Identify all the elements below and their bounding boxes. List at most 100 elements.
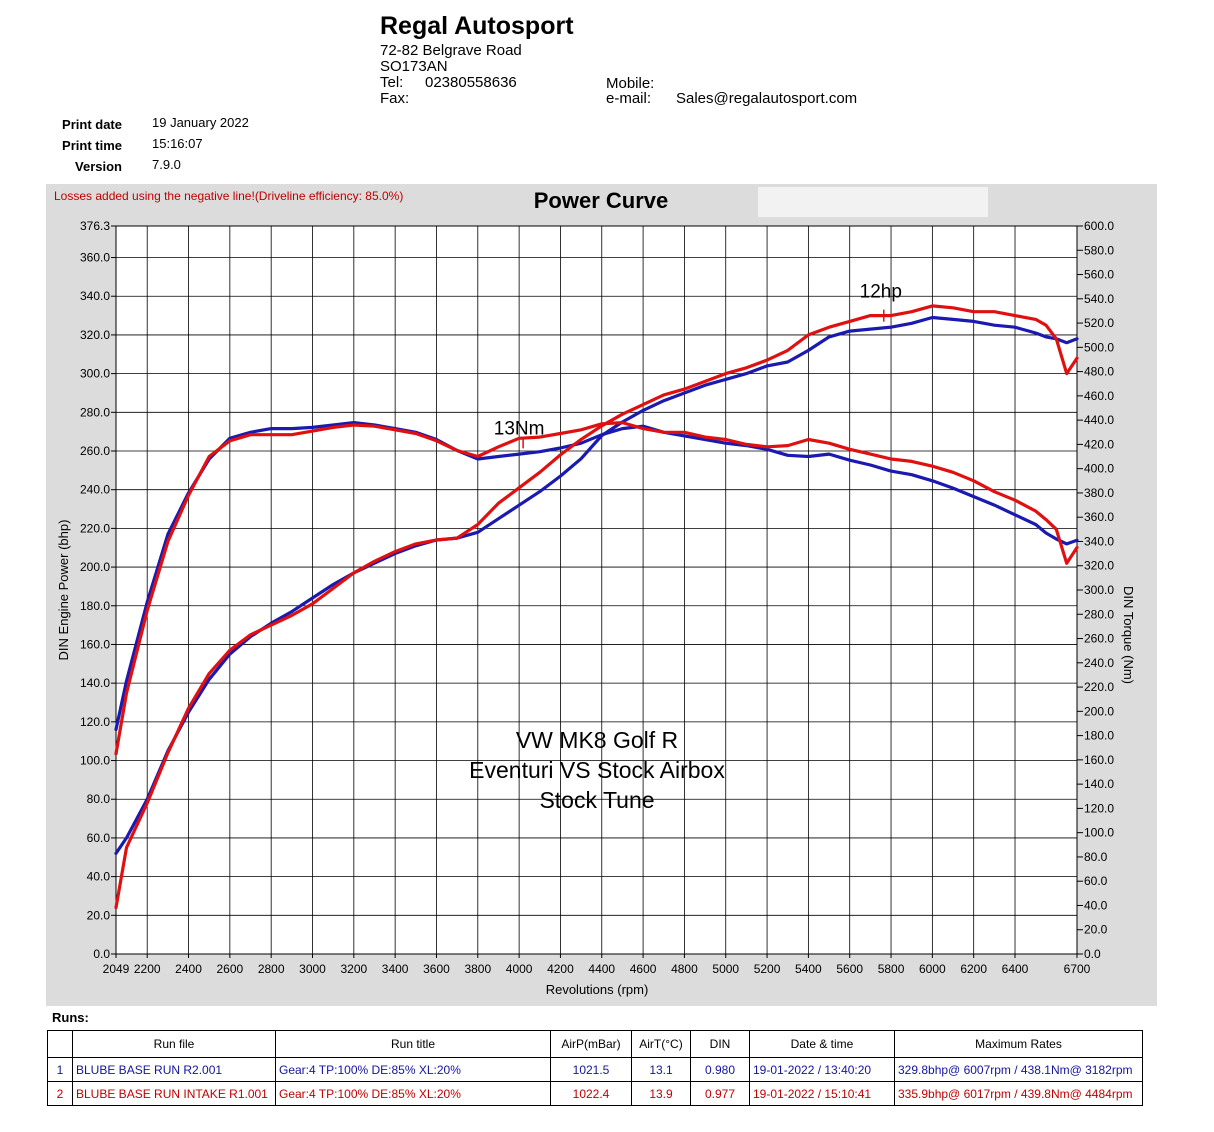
y-right-tick-label: 300.0: [1084, 583, 1114, 597]
y-right-tick-label: 160.0: [1084, 753, 1114, 767]
mobile-label: Mobile:: [606, 75, 655, 92]
x-tick-label: 2800: [258, 962, 285, 976]
print-time-value: 15:16:07: [152, 136, 203, 151]
y-right-tick-label: 0.0: [1084, 947, 1101, 961]
y-right-tick-label: 500.0: [1084, 340, 1114, 354]
address-line1: 72-82 Belgrave Road: [380, 42, 522, 59]
y-left-tick-label: 320.0: [80, 328, 110, 342]
y-right-tick-label: 200.0: [1084, 704, 1114, 718]
y-right-tick-label: 220.0: [1084, 680, 1114, 694]
x-tick-label: 6200: [960, 962, 987, 976]
y-right-tick-label: 180.0: [1084, 729, 1114, 743]
y-right-tick-label: 260.0: [1084, 632, 1114, 646]
table-row[interactable]: 2 BLUBE BASE RUN INTAKE R1.001 Gear:4 TP…: [47, 1081, 1143, 1106]
series-line-run2-power: [114, 304, 1079, 910]
y-left-tick-label: 0.0: [93, 947, 110, 961]
run-number: 2: [47, 1081, 73, 1106]
x-tick-label: 2049: [103, 962, 130, 976]
annotation-torque-gain: 13Nm: [494, 418, 545, 439]
runs-label: Runs:: [52, 1010, 89, 1025]
email-label: e-mail:: [606, 90, 652, 107]
x-tick-label: 6700: [1064, 962, 1091, 976]
header-num: [47, 1030, 73, 1058]
y-right-tick-label: 360.0: [1084, 510, 1114, 524]
run-airp: 1021.5: [550, 1057, 632, 1082]
run-file: BLUBE BASE RUN INTAKE R1.001: [72, 1081, 276, 1106]
run-din: 0.980: [690, 1057, 750, 1082]
run-datetime: 19-01-2022 / 15:10:41: [749, 1081, 895, 1106]
y-right-tick-label: 440.0: [1084, 413, 1114, 427]
run-din: 0.977: [690, 1081, 750, 1106]
print-date-label: Print date: [62, 117, 122, 132]
y-left-tick-label: 80.0: [87, 792, 111, 806]
chart-title: Power Curve: [534, 188, 669, 213]
y-right-tick-label: 520.0: [1084, 316, 1114, 330]
y-left-tick-label: 140.0: [80, 676, 110, 690]
run-max-rates: 329.8bhp@ 6007rpm / 438.1Nm@ 3182rpm: [894, 1057, 1143, 1082]
header-din: DIN: [690, 1030, 750, 1058]
print-date-value: 19 January 2022: [152, 115, 249, 130]
run-airp: 1022.4: [550, 1081, 632, 1106]
runs-table: Run file Run title AirP(mBar) AirT(°C) D…: [47, 1030, 1143, 1106]
y-right-tick-label: 140.0: [1084, 777, 1114, 791]
plot-frame: [115, 225, 1078, 955]
y-left-tick-label: 60.0: [87, 831, 111, 845]
power-curve-chart: 2049 2200 2400 2600 2800 3000 3200 3400 3600 3800…: [54, 187, 1136, 997]
tel-label: Tel:: [380, 74, 404, 91]
y-right-tick-label: 600.0: [1084, 219, 1114, 233]
chart-note-line: VW MK8 Golf R: [516, 727, 678, 753]
y-left-tick-label: 40.0: [87, 870, 111, 884]
y-right-tick-label: 380.0: [1084, 486, 1114, 500]
chart-note-line: Stock Tune: [539, 787, 654, 813]
y-right-tick-label: 480.0: [1084, 365, 1114, 379]
annotation-power-gain: 12hp: [860, 282, 902, 303]
series-line-run1-power: [114, 315, 1079, 856]
losses-note: Losses added using the negative line!(Dr…: [54, 189, 403, 203]
x-tick-label: 3800: [464, 962, 491, 976]
header-date-time: Date & time: [749, 1030, 895, 1058]
y-left-tick-label: 240.0: [80, 483, 110, 497]
y-right-tick-label: 100.0: [1084, 826, 1114, 840]
y-left-tick-label: 300.0: [80, 367, 110, 381]
run-title: Gear:4 TP:100% DE:85% XL:20%: [275, 1057, 551, 1082]
header-max-rates: Maximum Rates: [894, 1030, 1143, 1058]
y-left-tick-label: 280.0: [80, 405, 110, 419]
x-axis-label: Revolutions (rpm): [546, 982, 649, 997]
y-right-tick-label: 80.0: [1084, 850, 1108, 864]
x-tick-label: 5200: [754, 962, 781, 976]
header-run-title: Run title: [275, 1030, 551, 1058]
table-row[interactable]: 1 BLUBE BASE RUN R2.001 Gear:4 TP:100% D…: [47, 1057, 1143, 1082]
y-left-axis-label: DIN Engine Power (bhp): [56, 520, 71, 661]
y-right-tick-label: 540.0: [1084, 292, 1114, 306]
y-left-tick-label: 180.0: [80, 599, 110, 613]
x-tick-label: 3200: [340, 962, 367, 976]
x-tick-label: 6400: [1002, 962, 1029, 976]
y-right-axis-label: DIN Torque (Nm): [1121, 586, 1136, 684]
x-tick-label: 3400: [382, 962, 409, 976]
y-right-tick-label: 580.0: [1084, 243, 1114, 257]
y-right-tick-label: 120.0: [1084, 801, 1114, 815]
y-left-tick-label: 376.3: [80, 219, 110, 233]
y-left-tick-label: 340.0: [80, 289, 110, 303]
tel-value: 02380558636: [425, 74, 517, 91]
header-airp: AirP(mBar): [550, 1030, 632, 1058]
series-line-run2-torque: [114, 421, 1079, 756]
x-tick-label: 4800: [671, 962, 698, 976]
y-right-tick-label: 340.0: [1084, 534, 1114, 548]
run-max-rates: 335.9bhp@ 6017rpm / 439.8Nm@ 4484rpm: [894, 1081, 1143, 1106]
run-title: Gear:4 TP:100% DE:85% XL:20%: [275, 1081, 551, 1106]
x-tick-label: 4200: [547, 962, 574, 976]
print-time-label: Print time: [62, 138, 122, 153]
y-right-tick-label: 60.0: [1084, 874, 1108, 888]
chart-panel: 2049 2200 2400 2600 2800 3000 3200 3400 3600 3800…: [46, 184, 1157, 1006]
x-tick-label: 5600: [836, 962, 863, 976]
x-tick-label: 2400: [175, 962, 202, 976]
y-right-tick-label: 400.0: [1084, 462, 1114, 476]
x-tick-label: 4400: [588, 962, 615, 976]
y-right-tick-label: 560.0: [1084, 268, 1114, 282]
y-right-tick-label: 20.0: [1084, 923, 1108, 937]
y-left-tick-label: 160.0: [80, 637, 110, 651]
y-left-tick-label: 260.0: [80, 444, 110, 458]
x-tick-label: 5400: [795, 962, 822, 976]
chart-note-line: Eventuri VS Stock Airbox: [469, 757, 725, 783]
